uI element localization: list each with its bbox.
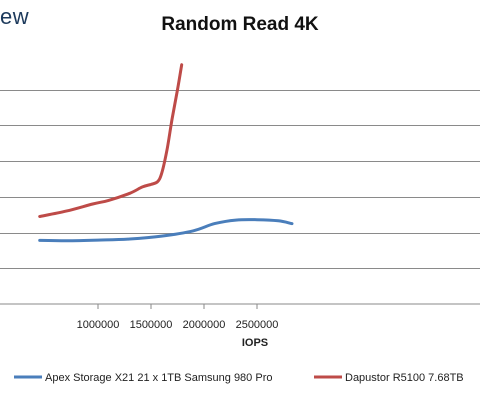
- grid-layer: [0, 90, 480, 269]
- x-tick-label-3: 2000000: [183, 319, 226, 331]
- x-tick-label-1: 1000000: [77, 319, 120, 331]
- legend: Apex Storage X21 21 x 1TB Samsung 980 Pr…: [14, 372, 464, 384]
- x-axis-title: IOPS: [242, 337, 268, 349]
- x-tick-label-2: 1500000: [130, 319, 173, 331]
- x-tick-layer: 001000000150000020000002500000: [77, 304, 279, 331]
- chart-title: Random Read 4K: [161, 14, 319, 35]
- legend-label-2: Dapustor R5100 7.68TB: [345, 372, 464, 384]
- series-line-1: [38, 218, 294, 243]
- legend-label-1: Apex Storage X21 21 x 1TB Samsung 980 Pr…: [45, 372, 272, 384]
- series-layer: [38, 63, 294, 243]
- series-line-2: [38, 63, 184, 218]
- x-tick-label-4: 2500000: [236, 319, 279, 331]
- brand-logo-text: ew: [0, 4, 30, 29]
